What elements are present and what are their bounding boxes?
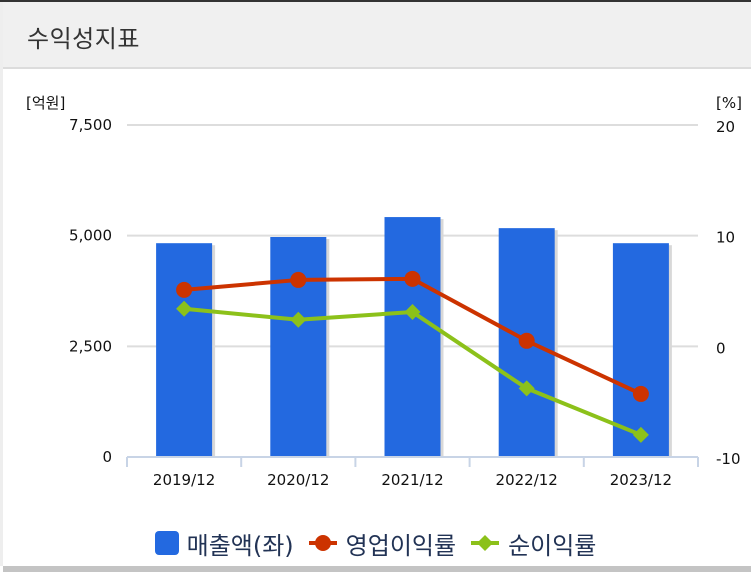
chart-legend: 매출액(좌) 영업이익률 순이익률 [0, 523, 751, 563]
left-tick-label: 2,500 [69, 337, 112, 355]
left-tick-label: 7,500 [69, 116, 112, 134]
left-tick-label: 5,000 [69, 227, 112, 245]
operating-margin-point[interactable] [290, 271, 307, 288]
right-tick-label: 20 [716, 118, 735, 136]
panel-header: 수익성지표 [3, 2, 751, 69]
operating-margin-point[interactable] [632, 385, 649, 402]
right-axis-unit: [%] [716, 94, 742, 112]
diamond-marker-icon [471, 535, 500, 551]
x-tick-label: 2019/12 [153, 471, 215, 489]
operating-margin-point[interactable] [176, 281, 193, 298]
left-axis-ticks: 7,500 5,000 2,500 0 [69, 116, 112, 466]
net-margin-point[interactable] [176, 300, 193, 317]
revenue-bars [156, 217, 672, 457]
revenue-bar[interactable] [270, 236, 327, 457]
legend-item-net-margin[interactable]: 순이익률 [470, 526, 596, 561]
x-axis: 2019/12 2020/12 2021/12 2022/12 2023/12 [126, 456, 699, 489]
right-tick-label: 10 [716, 229, 735, 247]
revenue-bar[interactable] [384, 217, 441, 457]
legend-label: 매출액(좌) [186, 531, 294, 560]
bottom-border [3, 566, 751, 572]
net-margin-point[interactable] [518, 380, 535, 397]
x-tick-label: 2023/12 [610, 471, 672, 489]
net-margin-point[interactable] [290, 311, 307, 328]
operating-margin-point[interactable] [404, 270, 421, 287]
x-tick-label: 2022/12 [496, 471, 558, 489]
right-tick-label: -10 [716, 450, 741, 468]
revenue-bar[interactable] [612, 243, 669, 457]
net-margin-point[interactable] [404, 304, 421, 321]
right-tick-label: 0 [716, 339, 726, 357]
circle-marker-icon [308, 535, 337, 551]
revenue-bar[interactable] [156, 243, 213, 457]
margin-lines [176, 270, 649, 443]
left-axis-unit: [억원] [26, 94, 65, 112]
panel-title: 수익성지표 [27, 25, 140, 53]
x-tick-label: 2020/12 [267, 471, 329, 489]
legend-item-revenue[interactable]: 매출액(좌) [154, 526, 294, 561]
net-margin-point[interactable] [632, 426, 649, 443]
legend-label: 순이익률 [508, 531, 597, 560]
square-marker-icon [154, 531, 179, 555]
right-axis-ticks: 20 10 0 -10 [716, 118, 741, 468]
left-border [0, 2, 3, 566]
legend-label: 영업이익률 [345, 531, 457, 560]
operating-margin-point[interactable] [518, 332, 535, 349]
top-border [0, 0, 751, 2]
legend-item-operating-margin[interactable]: 영업이익률 [308, 526, 456, 561]
left-tick-label: 0 [102, 448, 112, 466]
x-tick-label: 2021/12 [381, 471, 443, 489]
